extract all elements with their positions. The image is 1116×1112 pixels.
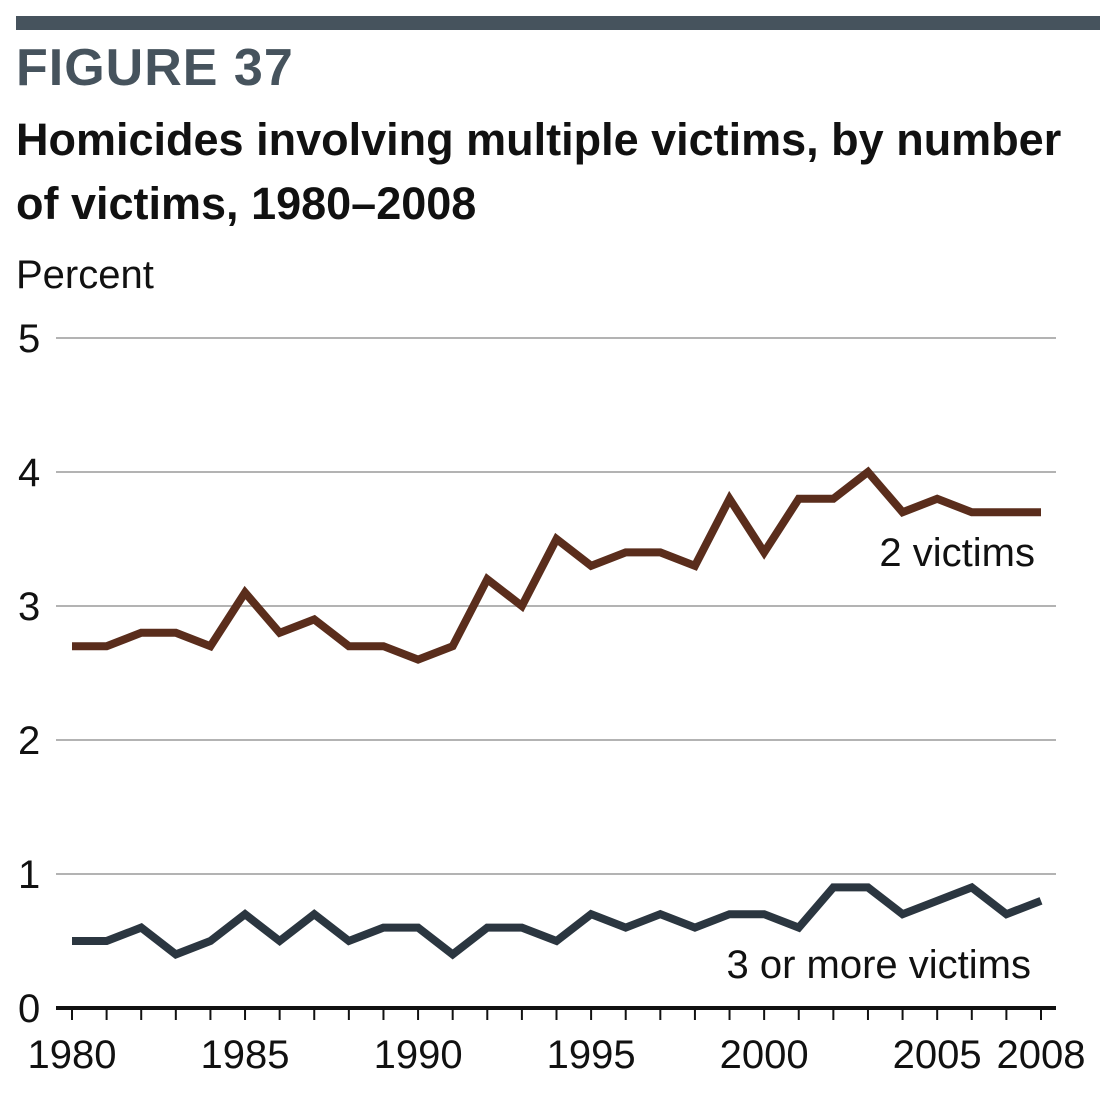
x-tick-label: 1995: [547, 1033, 636, 1077]
series-line-2-victims: [72, 466, 1041, 664]
y-axis-label: Percent: [16, 253, 154, 297]
x-tick-label: 2000: [720, 1033, 809, 1077]
y-tick-label: 4: [18, 451, 40, 495]
x-tick-label: 1985: [201, 1033, 290, 1077]
x-tick-label: 2005: [893, 1033, 982, 1077]
series-label-3-or-more-victims: 3 or more victims: [727, 943, 1032, 987]
top-rule: [16, 16, 1100, 30]
figure-label: FIGURE 37: [16, 39, 294, 97]
y-tick-label: 5: [18, 317, 40, 361]
series-label-2-victims: 2 victims: [879, 531, 1035, 575]
y-tick-label: 2: [18, 719, 40, 763]
series-line-3-or-more-victims: [72, 882, 1043, 960]
x-tick-label: 2008: [997, 1033, 1086, 1077]
y-tick-label: 3: [18, 585, 40, 629]
y-tick-label: 1: [18, 853, 40, 897]
y-tick-label: 0: [18, 987, 40, 1031]
x-tick-label: 1980: [28, 1033, 117, 1077]
x-tick-label: 1990: [374, 1033, 463, 1077]
chart-title: Homicides involving multiple victims, by…: [16, 114, 1062, 229]
